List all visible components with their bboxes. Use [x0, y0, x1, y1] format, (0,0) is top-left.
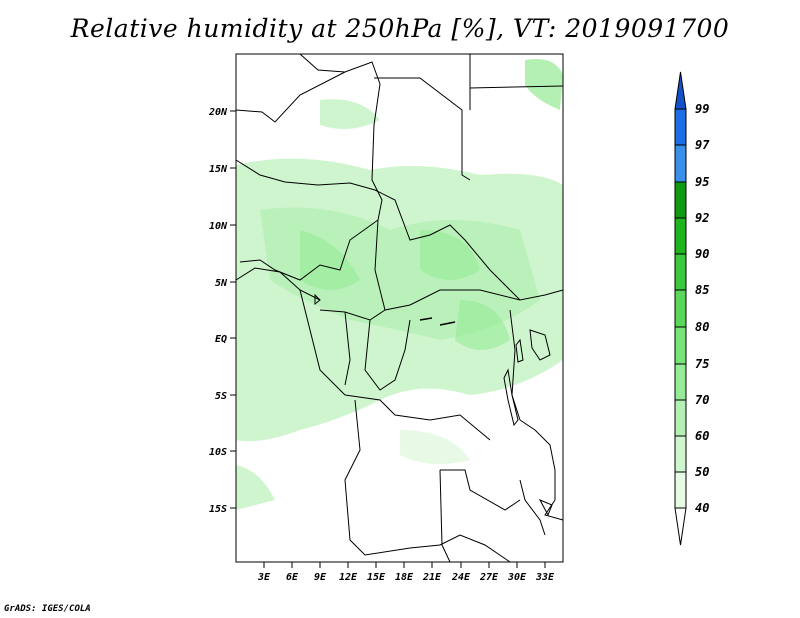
colorbar-segment: [674, 108, 687, 146]
lat-label: 5S: [215, 391, 227, 402]
colorbar-max-arrow: [674, 71, 687, 110]
colorbar-label: 40: [695, 501, 709, 515]
colorbar-label: 97: [695, 138, 710, 152]
longitude-axis: 3E 6E 9E 12E 15E 18E 21E 24E 27E 30E 33E: [257, 562, 555, 583]
colorbar-label: 92: [695, 211, 709, 225]
colorbar-segment: [674, 144, 687, 183]
lat-label: 15S: [209, 504, 227, 515]
lon-label: 18E: [395, 572, 414, 583]
colorbar-label: 90: [695, 247, 709, 261]
lakes: [314, 293, 553, 517]
lat-label: 10S: [209, 447, 227, 458]
colorbar-segment: [674, 181, 687, 219]
lon-label: 30E: [507, 572, 527, 583]
lat-label: 5N: [215, 278, 228, 289]
lon-label: 15E: [367, 572, 386, 583]
lat-label: 10N: [209, 221, 228, 232]
country-borders: [235, 53, 564, 563]
map-title: Relative humidity at 250hPa [%], VT: 201…: [70, 14, 730, 43]
lon-label: 33E: [535, 572, 555, 583]
colorbar-segment: [674, 399, 687, 437]
colorbar-segment: [674, 289, 687, 328]
colorbar-label: 75: [695, 357, 709, 371]
colorbar-label: 50: [695, 465, 709, 479]
map-frame: [235, 53, 564, 563]
colorbar-label: 85: [695, 283, 709, 297]
lat-label: 15N: [209, 164, 228, 175]
colorbar-min-arrow: [674, 507, 687, 546]
lat-label: EQ: [215, 334, 227, 345]
colorbar-segment: [674, 471, 687, 509]
humidity-shading: [236, 59, 563, 510]
credit-text: GrADS: IGES/COLA: [4, 604, 91, 614]
latitude-axis: 20N 15N 10N 5N EQ 5S 10S 15S: [208, 107, 236, 515]
colorbar: 40 50 60 70 75 80 85 90 92 95 97 99: [674, 71, 710, 546]
lon-label: 12E: [339, 572, 358, 583]
colorbar-segment: [674, 253, 687, 291]
colorbar-segment: [674, 217, 687, 255]
colorbar-label: 60: [695, 429, 709, 443]
colorbar-segment: [674, 435, 687, 473]
lon-label: 27E: [479, 572, 499, 583]
colorbar-segment: [674, 363, 687, 401]
lon-label: 3E: [257, 572, 271, 583]
lon-label: 9E: [314, 572, 327, 583]
colorbar-label: 80: [695, 320, 709, 334]
colorbar-label: 70: [695, 393, 709, 407]
colorbar-label: 95: [695, 175, 709, 189]
lon-label: 21E: [422, 572, 442, 583]
lon-label: 6E: [286, 572, 299, 583]
colorbar-segment: [674, 326, 687, 365]
lon-label: 24E: [451, 572, 471, 583]
lat-label: 20N: [208, 107, 228, 118]
colorbar-label: 99: [695, 102, 709, 116]
